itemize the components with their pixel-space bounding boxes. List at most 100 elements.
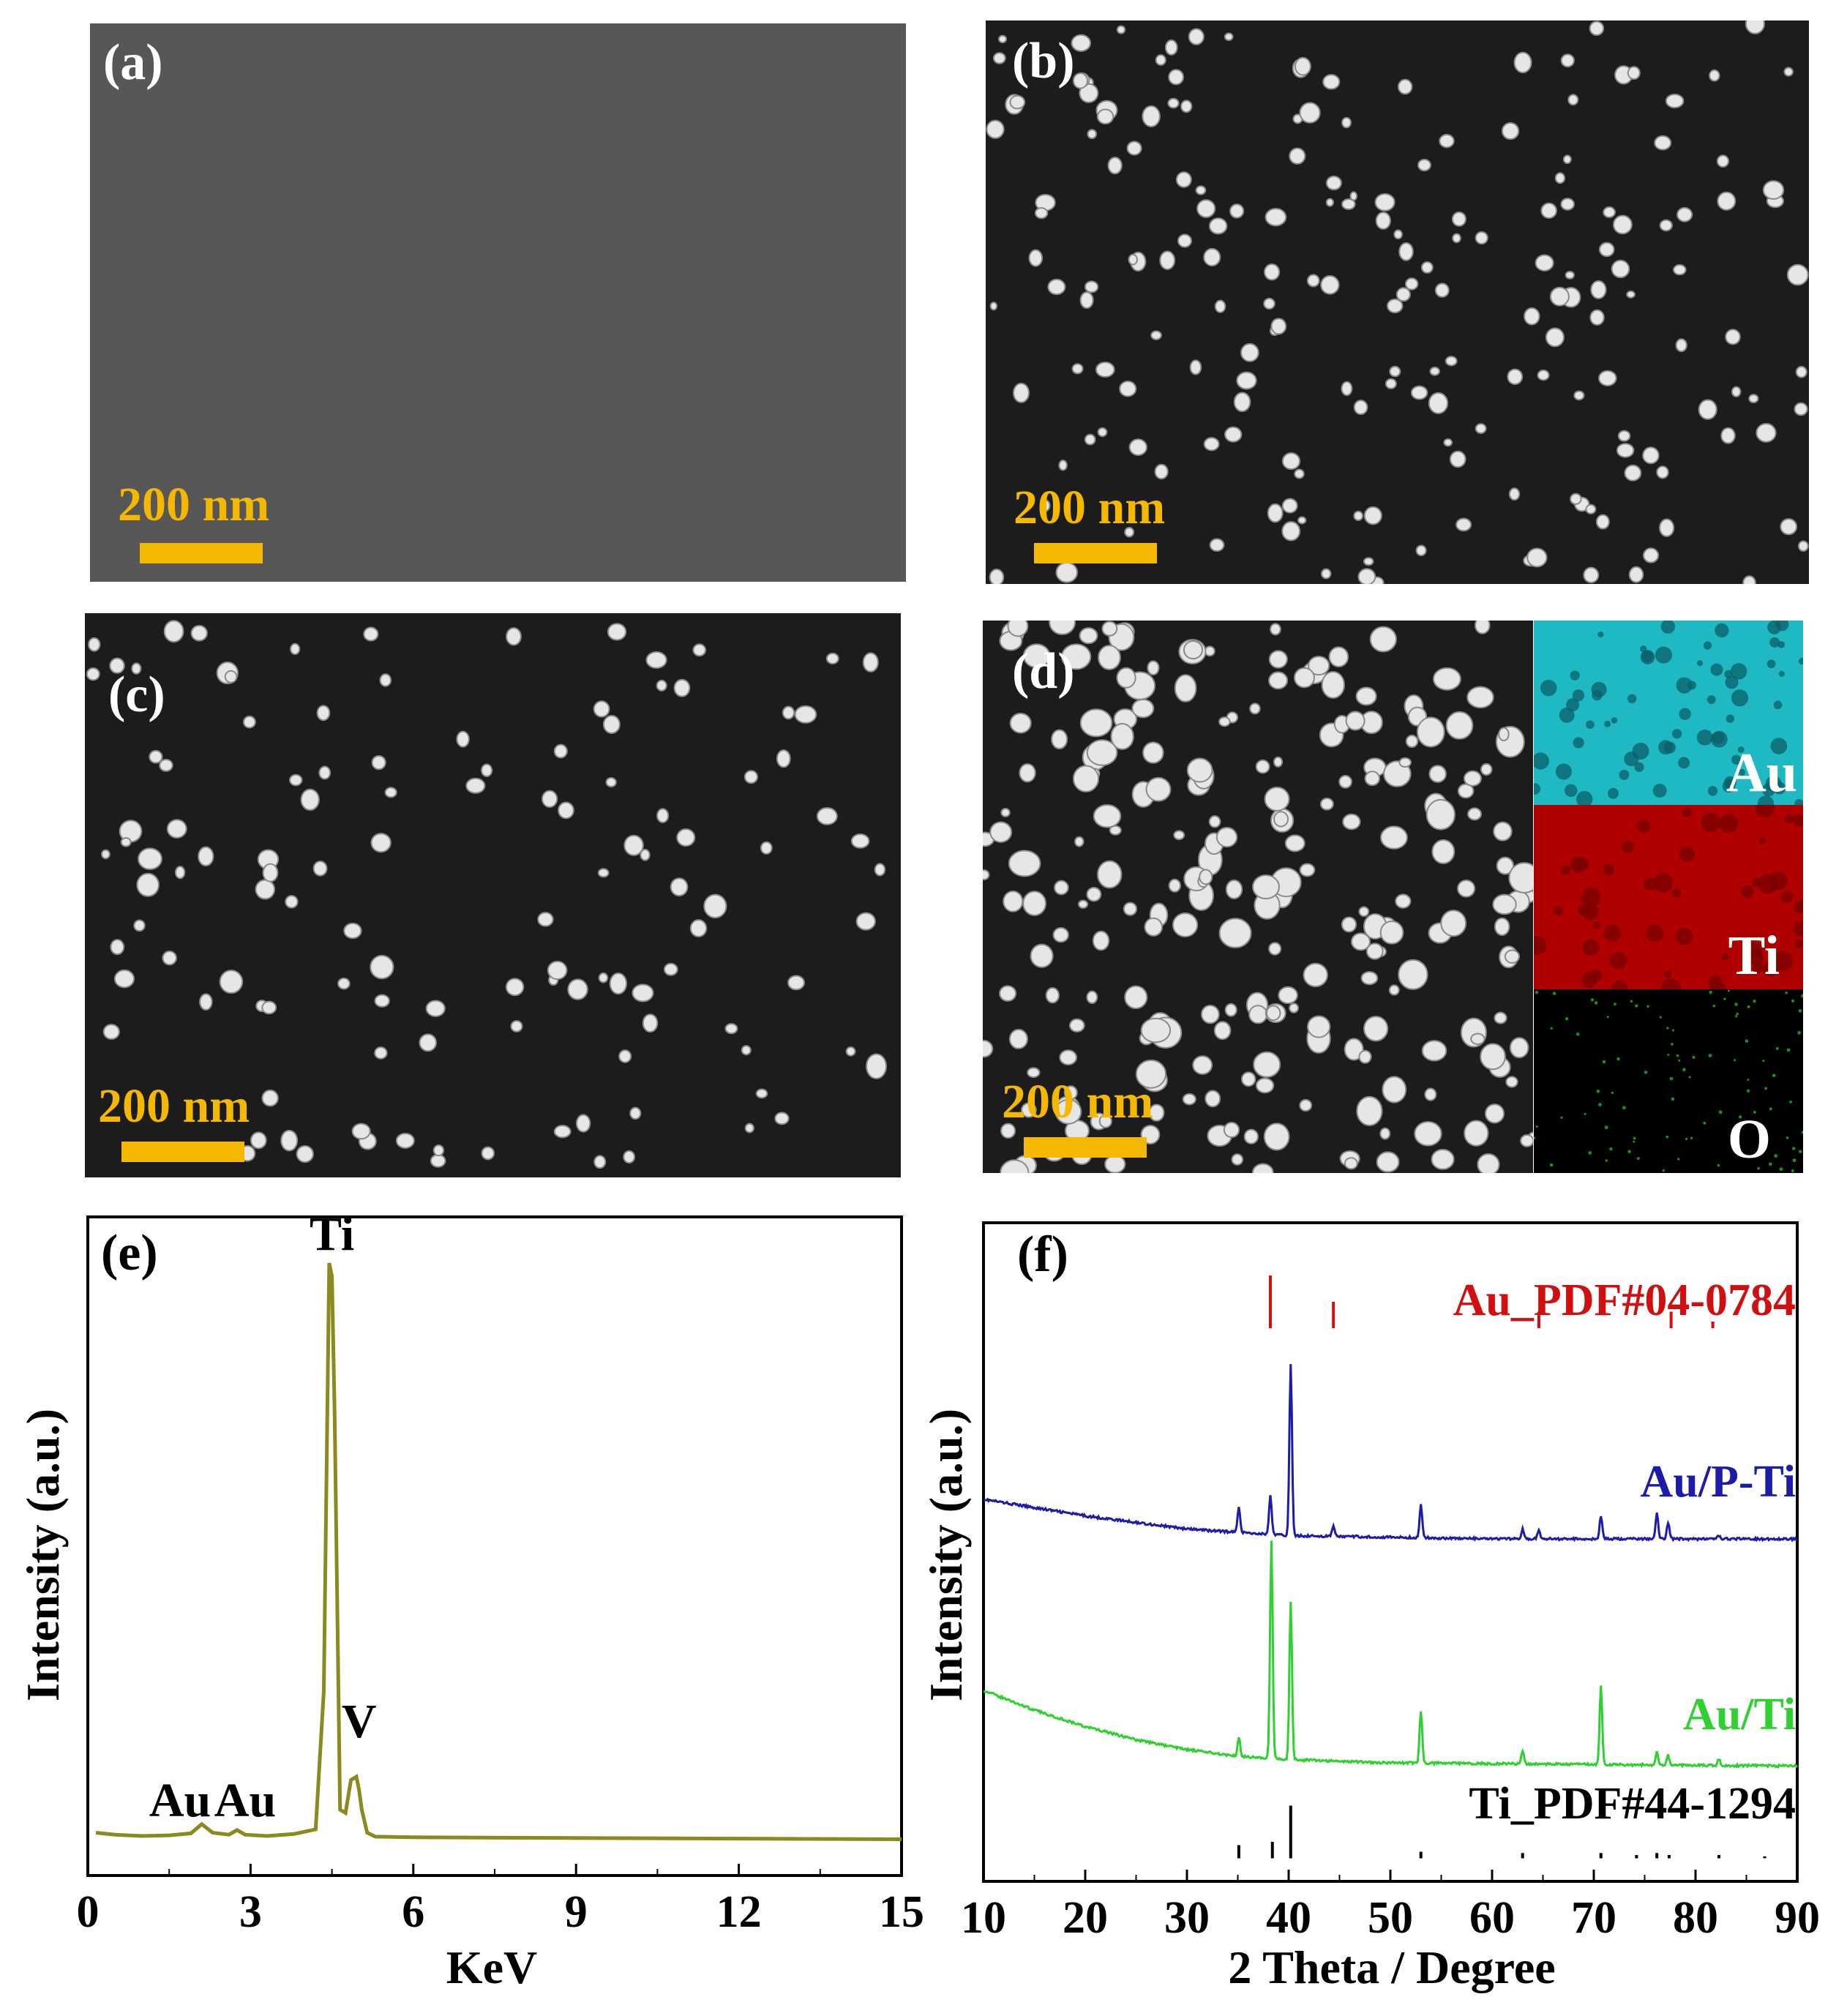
map-spot (1731, 689, 1749, 707)
nanoparticle (88, 637, 101, 652)
nanoparticle (351, 1123, 371, 1140)
nanoparticle (1504, 949, 1521, 964)
xrd-ylabel: Intensity (a.u.) (924, 1409, 972, 1701)
nanoparticle (1475, 621, 1491, 634)
panel-label-b: (b) (1012, 33, 1075, 89)
nanoparticle (1175, 171, 1192, 188)
nanoparticle (1203, 247, 1221, 267)
nanoparticle (1027, 1067, 1041, 1079)
nanoparticle (300, 788, 320, 811)
nanoparticle (1466, 686, 1494, 709)
nanoparticle (541, 790, 558, 808)
map-spot (1640, 650, 1655, 664)
nanoparticle (1560, 198, 1575, 211)
map-spot (1709, 990, 1713, 994)
nanoparticle (741, 1045, 752, 1056)
nanoparticle (1096, 108, 1114, 125)
xrd-xlabel: 2 Theta / Degree (1228, 1941, 1555, 1993)
sem-image-a: (a) 200 nm (90, 23, 906, 582)
map-spot (1597, 632, 1604, 638)
map-spot (1757, 1166, 1760, 1170)
nanoparticle (1358, 1049, 1372, 1064)
map-spot (1690, 1136, 1693, 1139)
nanoparticle (567, 978, 588, 1000)
nanoparticle (1415, 544, 1427, 557)
scale-label-d: 200 nm (1002, 1075, 1154, 1128)
map-spot (1592, 921, 1600, 929)
nanoparticle (1388, 984, 1400, 996)
nanoparticle (1484, 1103, 1505, 1124)
nanoparticle (1709, 69, 1720, 82)
nanoparticle (1224, 32, 1234, 41)
nanoparticle (1445, 711, 1474, 740)
nanoparticle (510, 1020, 523, 1033)
nanoparticle (199, 993, 213, 1011)
map-spot (1719, 814, 1739, 833)
nanoparticle (1567, 94, 1579, 106)
nanoparticle (1716, 154, 1729, 168)
nanoparticle (1034, 207, 1049, 220)
scale-label-b: 200 nm (1014, 481, 1166, 534)
nanoparticle (1440, 910, 1467, 937)
map-spot (1797, 1030, 1802, 1035)
map-spot (1774, 1154, 1778, 1158)
nanoparticle (1325, 175, 1342, 191)
nanoparticle (1084, 280, 1099, 293)
map-spot (1763, 961, 1779, 976)
nanoparticle (1289, 1003, 1300, 1013)
nanoparticle (1084, 433, 1096, 446)
xrd-chart: 10 20 30 40 50 60 70 80 90 (f) Au_PDF#04-0784 Au… (924, 1221, 1820, 1993)
map-spot (1731, 754, 1742, 765)
nanoparticle (1397, 78, 1413, 95)
nanoparticle (1717, 191, 1737, 211)
nanoparticle (744, 1123, 754, 1133)
nanoparticle (1720, 427, 1736, 444)
nanoparticle (1494, 1011, 1507, 1024)
map-spot (1619, 769, 1630, 780)
map-spot (1753, 999, 1756, 1003)
nanoparticle (1590, 280, 1607, 299)
nanoparticle (1477, 1153, 1500, 1173)
map-spot (1747, 1005, 1750, 1008)
nanoparticle (1410, 385, 1428, 400)
nanoparticle (1665, 93, 1685, 109)
nanoparticle (1374, 192, 1395, 211)
nanoparticle (1616, 443, 1635, 458)
sem-image-c: (c) 200 nm (85, 613, 901, 1177)
nanoparticle (1097, 427, 1108, 438)
nanoparticle (1128, 253, 1138, 266)
map-spot (1635, 1004, 1638, 1008)
nanoparticle (131, 662, 142, 675)
nanoparticle (1398, 757, 1412, 768)
nanoparticle (1168, 878, 1181, 893)
nanoparticle (1086, 739, 1118, 766)
nanoparticle (1140, 1017, 1172, 1043)
nanoparticle (1208, 815, 1221, 828)
nanoparticle (1656, 465, 1669, 479)
nanoparticle (1045, 987, 1060, 1004)
map-spot (1630, 1000, 1633, 1003)
nanoparticle (343, 922, 362, 940)
nanoparticle (102, 1024, 120, 1040)
map-spot (1767, 659, 1776, 669)
map-spot (1633, 1140, 1636, 1143)
map-spot (1775, 1047, 1779, 1050)
nanoparticle (1294, 56, 1311, 76)
nanoparticle (1420, 261, 1434, 274)
map-spot (1553, 905, 1564, 916)
map-spot (1660, 621, 1676, 634)
map-spot (1707, 786, 1718, 796)
map-spot (1603, 863, 1615, 876)
nanoparticle (1008, 1028, 1028, 1049)
nanoparticle (1278, 986, 1298, 1005)
nanoparticle (607, 623, 627, 641)
map-spot (1679, 846, 1695, 862)
nanoparticle (1000, 1123, 1016, 1139)
nanoparticle (1457, 880, 1476, 898)
nanoparticle (1097, 860, 1123, 889)
nanoparticle (1786, 263, 1809, 286)
nanoparticle (280, 1129, 299, 1152)
map-spot (1589, 969, 1603, 983)
map-spot (1616, 1057, 1620, 1061)
nanoparticle (1231, 1153, 1244, 1166)
